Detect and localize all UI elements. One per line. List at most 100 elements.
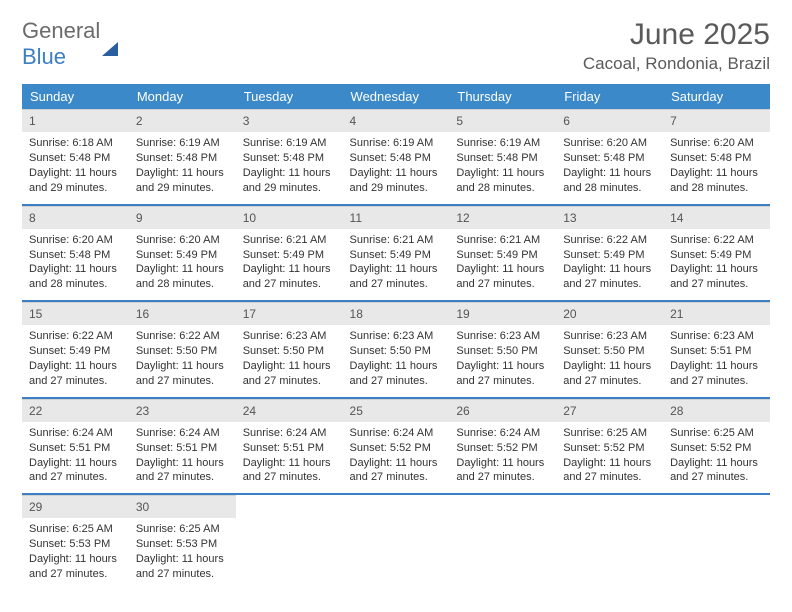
daylight-text: Daylight: 11 hours and 27 minutes.	[456, 456, 549, 486]
day-body-cell: Sunrise: 6:21 AMSunset: 5:49 PMDaylight:…	[343, 229, 450, 301]
sunrise-text: Sunrise: 6:23 AM	[456, 329, 549, 344]
sunrise-text: Sunrise: 6:20 AM	[136, 233, 229, 248]
weekday-header: Wednesday	[343, 84, 450, 109]
day-body-cell: Sunrise: 6:20 AMSunset: 5:48 PMDaylight:…	[22, 229, 129, 301]
daynum-row: 2930	[22, 495, 770, 518]
day-body-cell: Sunrise: 6:20 AMSunset: 5:49 PMDaylight:…	[129, 229, 236, 301]
day-body: Sunrise: 6:20 AMSunset: 5:48 PMDaylight:…	[556, 132, 663, 203]
sunrise-text: Sunrise: 6:24 AM	[136, 426, 229, 441]
sunset-text: Sunset: 5:48 PM	[456, 151, 549, 166]
day-body: Sunrise: 6:25 AMSunset: 5:52 PMDaylight:…	[663, 422, 770, 493]
sunset-text: Sunset: 5:50 PM	[350, 344, 443, 359]
sunrise-text: Sunrise: 6:21 AM	[243, 233, 336, 248]
day-number-cell: 12	[449, 206, 556, 229]
day-number-cell: 2	[129, 109, 236, 132]
daylight-text: Daylight: 11 hours and 27 minutes.	[456, 359, 549, 389]
sunset-text: Sunset: 5:51 PM	[29, 441, 122, 456]
day-number: 28	[663, 399, 770, 422]
day-number: 1	[22, 109, 129, 132]
day-number-cell: 26	[449, 399, 556, 422]
sunset-text: Sunset: 5:52 PM	[350, 441, 443, 456]
day-body-cell: Sunrise: 6:25 AMSunset: 5:52 PMDaylight:…	[663, 422, 770, 494]
day-body: Sunrise: 6:25 AMSunset: 5:53 PMDaylight:…	[22, 518, 129, 589]
sunset-text: Sunset: 5:51 PM	[136, 441, 229, 456]
day-number-cell: 22	[22, 399, 129, 422]
day-number-cell: 18	[343, 302, 450, 325]
sunrise-text: Sunrise: 6:24 AM	[456, 426, 549, 441]
day-number-cell: 10	[236, 206, 343, 229]
day-body-cell: Sunrise: 6:24 AMSunset: 5:51 PMDaylight:…	[129, 422, 236, 494]
daylight-text: Daylight: 11 hours and 27 minutes.	[136, 552, 229, 582]
daynum-row: 1234567	[22, 109, 770, 132]
calendar-body: 1234567Sunrise: 6:18 AMSunset: 5:48 PMDa…	[22, 109, 770, 590]
day-number-cell: 11	[343, 206, 450, 229]
sunrise-text: Sunrise: 6:18 AM	[29, 136, 122, 151]
day-body-cell: Sunrise: 6:25 AMSunset: 5:53 PMDaylight:…	[22, 518, 129, 589]
day-number-cell: 15	[22, 302, 129, 325]
daylight-text: Daylight: 11 hours and 27 minutes.	[29, 359, 122, 389]
sunset-text: Sunset: 5:50 PM	[243, 344, 336, 359]
daylight-text: Daylight: 11 hours and 27 minutes.	[350, 359, 443, 389]
day-number-cell: 19	[449, 302, 556, 325]
day-number: 8	[22, 206, 129, 229]
sunset-text: Sunset: 5:49 PM	[563, 248, 656, 263]
day-body: Sunrise: 6:20 AMSunset: 5:49 PMDaylight:…	[129, 229, 236, 300]
sunset-text: Sunset: 5:52 PM	[456, 441, 549, 456]
sunset-text: Sunset: 5:51 PM	[670, 344, 763, 359]
sunset-text: Sunset: 5:49 PM	[136, 248, 229, 263]
day-number-cell: 6	[556, 109, 663, 132]
sunrise-text: Sunrise: 6:19 AM	[243, 136, 336, 151]
daybody-row: Sunrise: 6:25 AMSunset: 5:53 PMDaylight:…	[22, 518, 770, 589]
day-number: 4	[343, 109, 450, 132]
brand-logo: General Blue	[22, 18, 118, 70]
day-number-cell: 21	[663, 302, 770, 325]
day-body: Sunrise: 6:24 AMSunset: 5:51 PMDaylight:…	[22, 422, 129, 493]
daylight-text: Daylight: 11 hours and 27 minutes.	[670, 456, 763, 486]
daylight-text: Daylight: 11 hours and 29 minutes.	[243, 166, 336, 196]
day-body-cell: Sunrise: 6:22 AMSunset: 5:49 PMDaylight:…	[556, 229, 663, 301]
day-number: 24	[236, 399, 343, 422]
day-body: Sunrise: 6:24 AMSunset: 5:52 PMDaylight:…	[343, 422, 450, 493]
title-block: June 2025 Cacoal, Rondonia, Brazil	[583, 18, 770, 74]
day-body-cell	[236, 518, 343, 589]
sunrise-text: Sunrise: 6:23 AM	[350, 329, 443, 344]
sunrise-text: Sunrise: 6:21 AM	[456, 233, 549, 248]
sunset-text: Sunset: 5:50 PM	[563, 344, 656, 359]
sunrise-text: Sunrise: 6:19 AM	[456, 136, 549, 151]
daylight-text: Daylight: 11 hours and 27 minutes.	[136, 456, 229, 486]
day-number-cell: 1	[22, 109, 129, 132]
day-number-cell: 7	[663, 109, 770, 132]
daylight-text: Daylight: 11 hours and 27 minutes.	[456, 262, 549, 292]
day-body: Sunrise: 6:19 AMSunset: 5:48 PMDaylight:…	[236, 132, 343, 203]
sunrise-text: Sunrise: 6:23 AM	[670, 329, 763, 344]
day-number-cell: 23	[129, 399, 236, 422]
day-number: 11	[343, 206, 450, 229]
daylight-text: Daylight: 11 hours and 27 minutes.	[670, 359, 763, 389]
sunrise-text: Sunrise: 6:22 AM	[136, 329, 229, 344]
sunrise-text: Sunrise: 6:23 AM	[563, 329, 656, 344]
sunrise-text: Sunrise: 6:22 AM	[29, 329, 122, 344]
sunrise-text: Sunrise: 6:24 AM	[350, 426, 443, 441]
sunset-text: Sunset: 5:48 PM	[29, 151, 122, 166]
day-body-cell: Sunrise: 6:22 AMSunset: 5:50 PMDaylight:…	[129, 325, 236, 397]
daylight-text: Daylight: 11 hours and 28 minutes.	[456, 166, 549, 196]
page-title: June 2025	[583, 18, 770, 52]
sunset-text: Sunset: 5:53 PM	[136, 537, 229, 552]
day-body: Sunrise: 6:19 AMSunset: 5:48 PMDaylight:…	[449, 132, 556, 203]
day-body-cell: Sunrise: 6:25 AMSunset: 5:53 PMDaylight:…	[129, 518, 236, 589]
day-body-cell: Sunrise: 6:24 AMSunset: 5:52 PMDaylight:…	[449, 422, 556, 494]
day-number-cell: 14	[663, 206, 770, 229]
day-body: Sunrise: 6:19 AMSunset: 5:48 PMDaylight:…	[129, 132, 236, 203]
day-body-cell: Sunrise: 6:24 AMSunset: 5:51 PMDaylight:…	[22, 422, 129, 494]
day-number-cell	[236, 495, 343, 518]
day-body-cell	[449, 518, 556, 589]
sunset-text: Sunset: 5:49 PM	[670, 248, 763, 263]
sunrise-text: Sunrise: 6:19 AM	[350, 136, 443, 151]
day-body: Sunrise: 6:20 AMSunset: 5:48 PMDaylight:…	[663, 132, 770, 203]
weekday-header: Sunday	[22, 84, 129, 109]
day-body: Sunrise: 6:19 AMSunset: 5:48 PMDaylight:…	[343, 132, 450, 203]
day-body: Sunrise: 6:21 AMSunset: 5:49 PMDaylight:…	[343, 229, 450, 300]
day-number-cell: 3	[236, 109, 343, 132]
day-body: Sunrise: 6:24 AMSunset: 5:51 PMDaylight:…	[236, 422, 343, 493]
day-body-cell: Sunrise: 6:23 AMSunset: 5:50 PMDaylight:…	[343, 325, 450, 397]
